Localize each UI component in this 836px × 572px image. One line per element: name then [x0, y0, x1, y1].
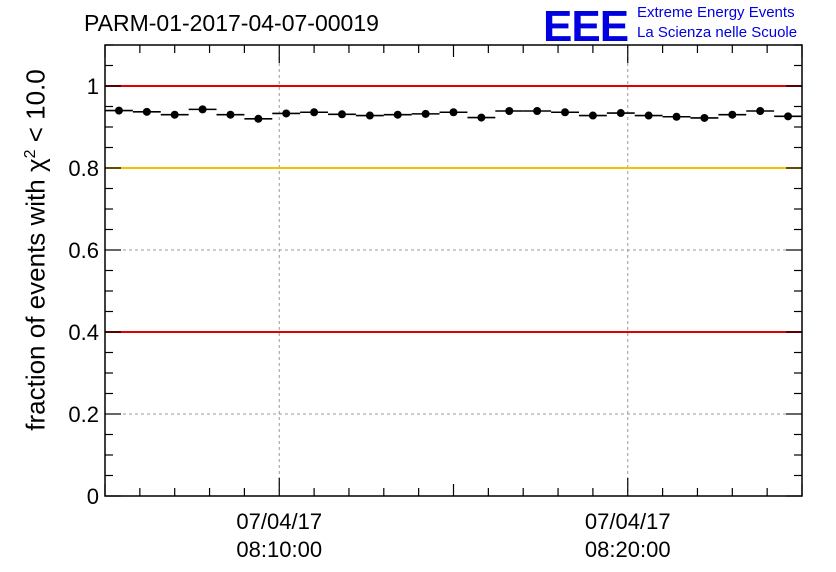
- data-point: [700, 113, 709, 122]
- y-tick-label: 0.4: [68, 320, 99, 345]
- x-tick-label-time: 08:10:00: [236, 537, 322, 562]
- data-point: [588, 111, 597, 120]
- x-tick-label-time: 08:20:00: [585, 537, 671, 562]
- data-point: [142, 107, 151, 116]
- data-point: [282, 109, 291, 118]
- reference-lines: [105, 85, 802, 333]
- axes: 0 0.2 0.4 0.6 0.8 1 07/04/17 08:10:00 07/04/17 08…: [68, 44, 803, 562]
- data-point: [505, 107, 514, 116]
- y-tick-label: 0.8: [68, 156, 99, 181]
- data-point: [728, 110, 737, 119]
- y-axis-label-symbol: χ: [20, 158, 51, 173]
- x-tick-label-date: 07/04/17: [236, 509, 322, 534]
- y-axis-label-suffix: < 10.0: [20, 69, 51, 150]
- data-point: [561, 108, 570, 117]
- eee-logo: EEE: [543, 2, 629, 51]
- logo-line-1: Extreme Energy Events: [637, 4, 795, 21]
- data-point: [672, 112, 681, 121]
- data-point: [365, 111, 374, 120]
- y-tick-label: 1: [87, 74, 99, 99]
- data-points: [105, 105, 802, 123]
- data-point: [337, 110, 346, 119]
- y-axis-label-power: 2: [21, 149, 39, 159]
- y-tick-label: 0: [87, 484, 99, 509]
- data-point: [449, 108, 458, 117]
- y-axis-label-prefix: fraction of events with: [20, 172, 51, 431]
- data-point: [756, 107, 765, 116]
- data-point: [477, 113, 486, 122]
- data-point: [114, 106, 123, 115]
- data-point: [616, 109, 625, 118]
- data-point: [393, 110, 402, 119]
- logo-line-2: La Scienza nelle Scuole: [637, 24, 798, 41]
- chart-title: PARM-01-2017-04-07-00019: [84, 10, 379, 36]
- data-point: [421, 109, 430, 118]
- data-point: [254, 114, 263, 123]
- data-point: [198, 105, 207, 114]
- x-tick-label-date: 07/04/17: [585, 509, 671, 534]
- data-point: [310, 108, 319, 117]
- data-point: [784, 112, 793, 121]
- data-point: [226, 110, 235, 119]
- y-tick-label: 0.6: [68, 238, 99, 263]
- data-point: [644, 111, 653, 120]
- data-point: [170, 110, 179, 119]
- y-tick-label: 0.2: [68, 402, 99, 427]
- data-point: [533, 107, 542, 116]
